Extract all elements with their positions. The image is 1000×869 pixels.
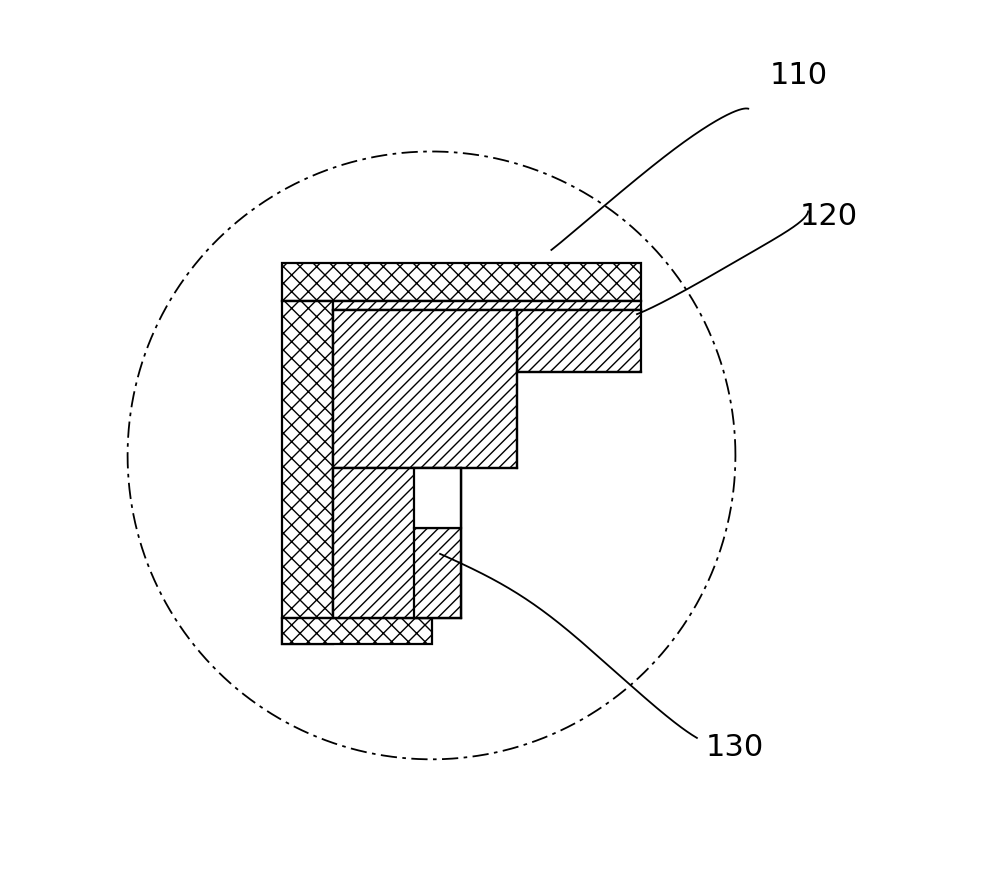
Bar — [282, 302, 333, 644]
Text: 130: 130 — [705, 733, 764, 761]
Bar — [333, 468, 461, 619]
Bar — [282, 619, 432, 644]
Bar — [333, 302, 641, 310]
Text: 120: 120 — [800, 202, 858, 231]
Bar — [517, 310, 641, 373]
Bar — [414, 468, 461, 528]
Bar — [333, 310, 517, 468]
Bar — [282, 263, 641, 302]
Text: 110: 110 — [770, 61, 828, 90]
Bar — [414, 528, 461, 619]
